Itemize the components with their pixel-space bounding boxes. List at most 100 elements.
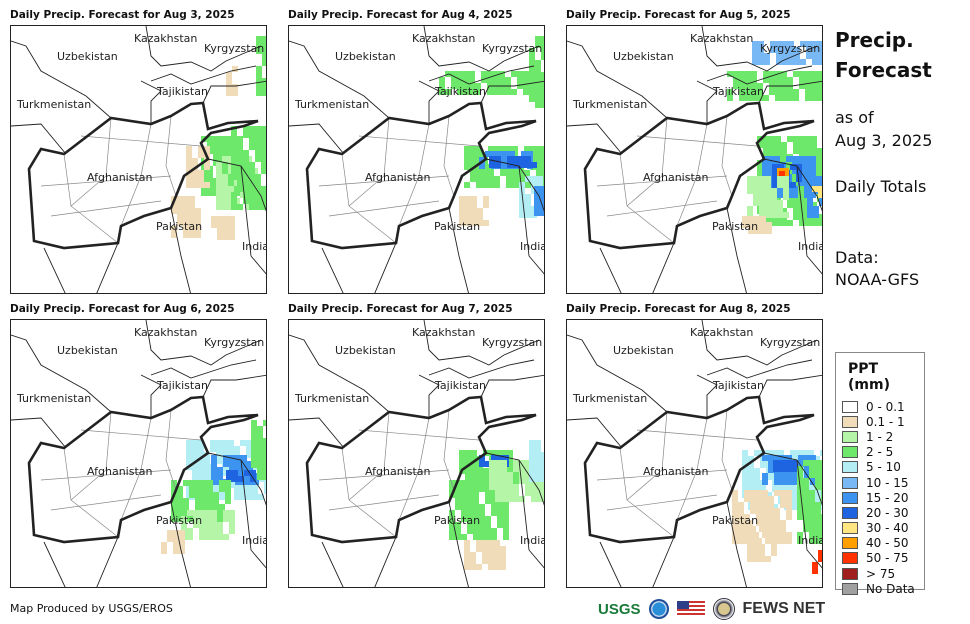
precip-cell [541,458,544,464]
precip-cell [216,192,222,198]
precip-cell [231,174,237,180]
precip-cell [763,148,769,154]
precip-cell [803,496,809,502]
precip-cell [479,163,485,169]
precip-cell [464,182,470,188]
precip-cell [225,498,231,504]
precip-cell [485,461,491,467]
precip-cell [782,59,788,65]
precip-cell [211,467,217,473]
precip-cell [739,95,745,101]
precip-cell [756,490,762,496]
precip-cell [819,200,822,206]
precip-cell [739,83,745,89]
precip-cell [189,214,195,220]
precip-cell [500,146,506,152]
country-label-afghanistan: Afghanistan [365,465,431,478]
precip-cell [217,234,223,240]
precip-cell [485,534,491,540]
precip-cell [216,180,222,186]
precip-cell [781,148,787,154]
precip-cell [187,534,193,540]
precip-cell [747,538,753,544]
precip-cell [439,89,445,95]
precip-cell [757,95,763,101]
precip-cell [485,480,491,486]
precip-cell [805,89,811,95]
precip-cell [738,502,744,508]
precip-cell [257,468,263,474]
precip-cell [479,486,485,492]
precip-cell [493,71,499,77]
precip-cell [762,473,768,479]
precip-cell [757,142,763,148]
precip-cell [199,510,205,516]
precip-cell [512,170,518,176]
precip-cell [213,154,219,160]
precip-cell [747,188,753,194]
precip-cell [523,83,529,89]
precip-cell [195,492,201,498]
precip-cell [758,41,764,47]
precip-cell [243,168,249,174]
precip-cell [778,486,784,492]
afghanistan-border [583,101,815,250]
precip-cell [192,440,198,446]
precip-cell [529,83,535,89]
precip-cell [219,516,225,522]
precip-cell [487,77,493,83]
precip-cell [759,550,765,556]
precip-cell [177,504,183,510]
precip-cell [776,41,782,47]
precip-cell [477,214,483,220]
precip-cell [231,198,237,204]
precip-cell [805,136,811,142]
precip-cell [799,83,805,89]
precip-cell [195,486,201,492]
precip-cell [754,468,760,474]
precip-cell [503,534,509,540]
precip-cell [525,466,531,472]
precip-cell [201,492,207,498]
precip-cell [500,170,506,176]
precip-cell [257,426,263,432]
precip-cell [762,508,768,514]
precip-cell [225,142,231,148]
precip-cell [765,188,771,194]
precip-cell [211,461,217,467]
precip-cell [177,214,183,220]
precip-cell [804,168,810,174]
precip-cell [531,496,537,502]
precip-cell [787,196,793,202]
precip-cell [809,526,815,532]
precip-cell [261,156,266,162]
precip-cell [177,516,183,522]
precip-cell [217,473,223,479]
precip-cell [459,208,465,214]
precip-cell [485,528,491,534]
legend-item: 10 - 15 [842,475,924,490]
precip-cell [473,504,479,510]
legend-item: No Data [842,581,924,596]
precip-cell [754,480,760,486]
precip-cell [467,516,473,522]
precip-cell [768,508,774,514]
precip-cell [540,210,544,216]
country-label-afghanistan: Afghanistan [643,465,709,478]
precip-cell [473,510,479,516]
precip-cell [744,496,750,502]
precip-cell [507,472,513,478]
precip-cell [759,176,765,182]
legend-title: PPT (mm) [848,361,890,393]
precip-cell [201,480,207,486]
precip-cell [819,176,822,182]
state-dept-seal-icon [712,598,735,620]
precip-cell [754,228,760,234]
precip-cell [529,66,535,72]
precip-cell [744,514,750,520]
precip-cell [765,526,771,532]
precip-cell [780,473,786,479]
precip-cell [467,480,473,486]
precip-cell [759,182,765,188]
precip-cell [775,136,781,142]
